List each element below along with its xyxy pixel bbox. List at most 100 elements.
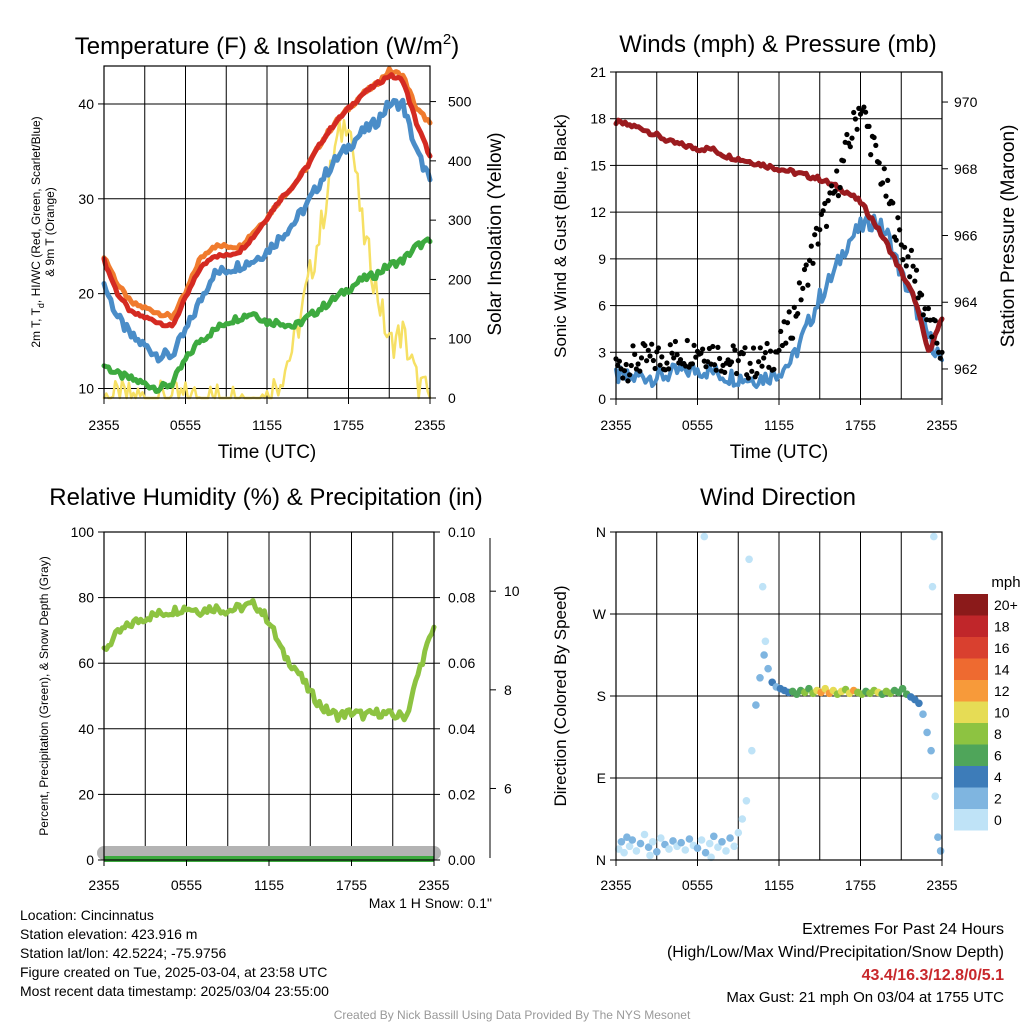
winds-y-label-right: Station Pressure (Maroon) [998,125,1019,348]
gust-point [812,232,818,238]
gust-point [635,361,641,367]
gust-point [756,359,762,365]
direction-point [705,839,714,848]
gust-point [689,361,696,367]
gust-point [910,263,916,269]
gust-point [908,247,915,253]
gust-point [829,183,835,189]
y2-tick-label: 200 [448,271,472,287]
gust-point [713,367,719,373]
gust-point [644,358,650,364]
y-tick-label: W [593,606,607,622]
gust-point [783,340,789,346]
direction-point [636,839,645,848]
temp-y-label-right: Solar Insolation (Yellow) [485,132,506,335]
x-tick-label: 2355 [88,877,119,893]
y2-tick-label: 966 [954,228,978,244]
gust-point [844,131,850,138]
gust-point [920,312,926,318]
direction-point [934,833,942,841]
direction-point [693,844,702,852]
x-tick-label: 1755 [845,417,876,433]
y2-tick-label: 0.06 [448,655,475,671]
legend-swatch [954,723,988,745]
gust-point [866,123,872,129]
series-relative-humidity [101,598,437,723]
y2-tick-label: 0.08 [448,590,475,606]
direction-point [697,836,706,844]
direction-point [919,710,927,718]
gust-point [851,109,857,116]
direction-point [665,845,673,853]
gust-point [807,257,813,263]
snow-tick-label: 8 [504,682,512,698]
direction-point [653,848,661,856]
gust-point [913,267,920,273]
gust-point [801,266,808,273]
direction-point [928,582,937,591]
gust-point [620,375,626,381]
legend-swatch [954,766,988,788]
y-tick-label: N [596,524,606,540]
gust-point [740,351,746,357]
direction-point [644,843,653,851]
x-tick-label: 2355 [414,417,445,433]
y-tick-label: 20 [78,286,94,302]
gust-point [784,320,791,326]
x-tick-label: 1755 [333,417,364,433]
gust-point [650,357,657,364]
wdir-y-label-left: Direction (Colored By Speed) [551,585,570,806]
temp-x-label: Time (UTC) [218,442,317,463]
gust-point [885,177,891,183]
recent-timestamp: Most recent data timestamp: 2025/03/04 2… [20,983,329,999]
direction-point [646,851,654,860]
gust-point [691,342,697,348]
y-tick-label: 21 [590,64,606,80]
y-tick-label: N [596,852,606,868]
direction-point [707,853,715,862]
gust-point [897,227,903,233]
y-tick-label: 40 [78,96,94,112]
gust-point [627,372,633,378]
gust-point [805,282,811,288]
x-tick-label: 0555 [682,417,713,433]
extremes-heading: Extremes For Past 24 Hours [802,921,1004,938]
y2-tick-label: 0 [448,390,456,406]
gust-point [895,215,901,221]
winds-chart-title: Winds (mph) & Pressure (mb) [619,31,936,58]
gust-point [710,343,716,350]
direction-point [927,746,935,755]
gust-point [823,223,830,229]
series-2m-t [101,72,433,329]
temp-chart: 2355 0555 1155 1755 235510203040010020030040… [29,65,506,463]
legend-title: mph [991,574,1020,591]
y2-tick-label: 962 [954,361,978,377]
direction-point [752,701,760,709]
gust-point [800,285,806,291]
extremes-values: 43.4/16.3/12.8/0/5.1 [862,967,1004,984]
gust-point [642,342,648,349]
gust-point [616,358,623,364]
direction-point [677,838,685,847]
gust-point [815,241,821,247]
y2-tick-label: 0.02 [448,786,475,802]
legend-label: 18 [994,619,1010,635]
gust-point [934,340,940,346]
gust-point [873,142,879,148]
y-tick-label: S [597,688,606,704]
gust-point [880,180,886,186]
gust-point [621,368,628,374]
y2-tick-label: 400 [448,153,472,169]
gust-point [778,328,784,334]
direction-point [898,684,907,693]
legend-swatch [954,680,988,702]
legend-label: 14 [994,662,1010,678]
y-tick-label: 60 [78,655,94,671]
gust-point [825,198,831,204]
gust-point [883,193,889,199]
gust-point [795,311,801,317]
gust-point [905,254,911,260]
gust-point [893,237,899,243]
gust-point [664,360,670,366]
direction-point [936,847,945,855]
